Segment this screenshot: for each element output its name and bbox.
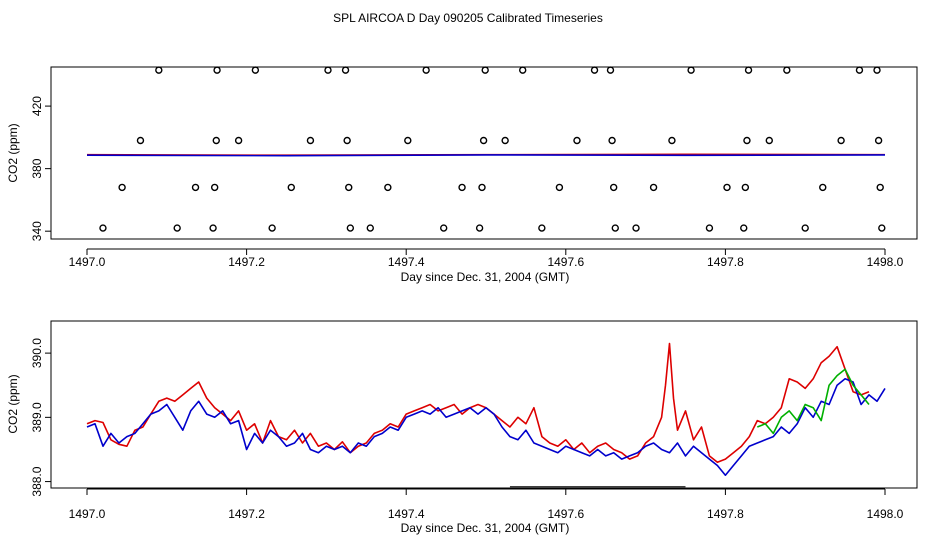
data-point-marker <box>136 136 145 145</box>
top-y-axis-label: CO2 (ppm) <box>6 123 20 182</box>
data-point-marker <box>287 183 295 192</box>
data-point-marker <box>741 183 750 192</box>
data-point-marker <box>855 66 864 74</box>
data-point-marker <box>573 136 581 145</box>
data-point-marker <box>306 136 315 145</box>
data-point-marker <box>99 224 107 232</box>
series-line-blue <box>86 377 886 477</box>
data-point-marker <box>345 183 353 192</box>
data-point-marker <box>632 224 640 232</box>
data-point-marker <box>366 224 374 232</box>
data-point-marker <box>783 66 791 74</box>
x-tick-label: 1497.0 <box>69 255 106 269</box>
data-point-marker <box>501 136 509 145</box>
data-point-marker <box>479 136 488 145</box>
top-x-axis-label: Day since Dec. 31, 2004 (GMT) <box>401 270 570 284</box>
data-point-marker <box>155 66 163 74</box>
x-tick-label: 1497.8 <box>707 507 744 521</box>
data-point-marker <box>210 183 219 192</box>
data-point-marker <box>478 183 486 192</box>
data-point-marker <box>765 136 773 145</box>
bottom-plot-frame <box>50 320 918 489</box>
bottom-y-axis-label: CO2 (ppm) <box>6 374 20 433</box>
data-point-marker <box>801 224 809 232</box>
data-point-marker <box>118 183 126 192</box>
data-point-marker <box>555 183 564 192</box>
data-point-marker <box>173 224 181 232</box>
data-point-marker <box>874 136 883 145</box>
data-point-marker <box>251 66 260 74</box>
x-tick-label: 1497.8 <box>707 255 744 269</box>
data-point-marker <box>611 224 619 232</box>
top-plot-frame <box>50 66 918 240</box>
data-point-marker <box>481 66 489 74</box>
x-tick-label: 1498.0 <box>867 255 904 269</box>
data-point-marker <box>873 66 881 74</box>
x-tick-label: 1498.0 <box>867 507 904 521</box>
data-point-marker <box>343 136 351 145</box>
data-point-marker <box>191 183 200 192</box>
x-tick-label: 1497.0 <box>69 507 106 521</box>
bottom-x-axis-label: Day since Dec. 31, 2004 (GMT) <box>401 521 570 535</box>
series-line-green <box>757 368 870 435</box>
data-point-marker <box>212 136 220 145</box>
data-point-marker <box>384 183 392 192</box>
chart-title: SPL AIRCOA D Day 090205 Calibrated Times… <box>333 11 603 25</box>
data-point-marker <box>234 136 243 145</box>
x-tick-label: 1497.4 <box>388 507 425 521</box>
y-tick-label: 380 <box>30 158 44 178</box>
data-point-marker <box>744 66 753 74</box>
y-tick-label: 340 <box>30 221 44 241</box>
data-point-marker <box>649 183 658 192</box>
top-panel: Day since Dec. 31, 2004 (GMT) CO2 (ppm) … <box>6 66 918 284</box>
data-point-marker <box>590 66 599 74</box>
data-point-marker <box>837 136 845 145</box>
data-point-marker <box>341 66 350 74</box>
data-point-marker <box>268 224 276 232</box>
data-point-marker <box>743 136 751 145</box>
data-point-marker <box>440 224 448 232</box>
x-tick-label: 1497.6 <box>547 255 584 269</box>
data-point-marker <box>475 224 484 232</box>
series-line-blue <box>86 154 886 157</box>
y-tick-label: 389.0 <box>30 402 44 432</box>
data-point-marker <box>458 183 466 192</box>
x-tick-label: 1497.6 <box>547 507 584 521</box>
data-point-marker <box>324 66 332 74</box>
data-point-marker <box>608 136 616 145</box>
data-point-marker <box>422 66 430 74</box>
y-tick-label: 388.0 <box>30 466 44 496</box>
bottom-panel: Day since Dec. 31, 2004 (GMT) CO2 (ppm) … <box>6 320 918 535</box>
data-point-marker <box>819 183 827 192</box>
data-point-marker <box>606 66 615 74</box>
x-tick-label: 1497.4 <box>388 255 425 269</box>
x-tick-label: 1497.2 <box>228 255 265 269</box>
data-point-marker <box>668 136 676 145</box>
data-point-marker <box>876 183 884 192</box>
data-point-marker <box>346 224 355 232</box>
data-point-marker <box>878 224 886 232</box>
data-point-marker <box>519 66 527 74</box>
x-tick-label: 1497.2 <box>228 507 265 521</box>
data-point-marker <box>705 224 714 232</box>
data-point-marker <box>209 224 217 232</box>
data-point-marker <box>213 66 221 74</box>
data-point-marker <box>687 66 695 74</box>
data-point-marker <box>538 224 546 232</box>
data-point-marker <box>740 224 748 232</box>
y-tick-label: 420 <box>30 96 44 116</box>
data-point-marker <box>723 183 731 192</box>
data-point-marker <box>609 183 618 192</box>
y-tick-label: 390.0 <box>30 338 44 368</box>
data-point-marker <box>404 136 412 145</box>
